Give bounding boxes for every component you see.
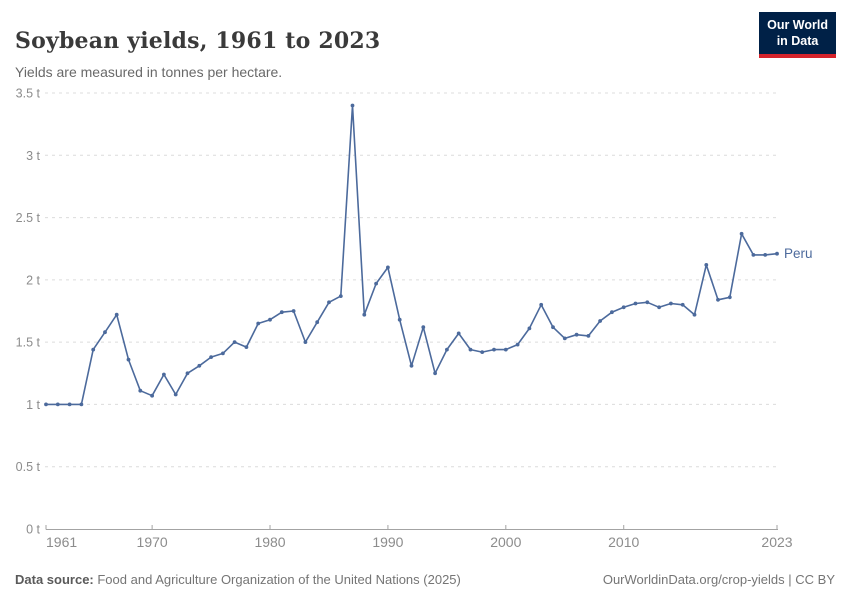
data-point[interactable]	[268, 317, 272, 322]
data-point[interactable]	[586, 334, 591, 338]
data-point[interactable]	[362, 312, 367, 317]
y-tick-label: 1 t	[26, 398, 40, 412]
owid-logo[interactable]: Our World in Data	[759, 12, 836, 58]
x-tick-label: 1980	[254, 534, 285, 550]
data-point[interactable]	[480, 350, 485, 354]
data-point[interactable]	[244, 345, 249, 349]
x-tick-label: 2023	[761, 534, 792, 550]
data-point[interactable]	[669, 301, 673, 306]
data-point[interactable]	[197, 363, 202, 368]
data-point[interactable]	[162, 372, 166, 377]
data-point[interactable]	[126, 357, 131, 362]
data-point[interactable]	[539, 302, 544, 307]
data-point[interactable]	[55, 402, 60, 407]
y-tick-label: 1.5 t	[16, 336, 41, 350]
x-tick-label: 1970	[137, 534, 168, 550]
data-point[interactable]	[327, 300, 331, 305]
data-point[interactable]	[279, 310, 284, 315]
data-point[interactable]	[232, 340, 237, 344]
owid-link-license[interactable]: OurWorldinData.org/crop-yields | CC BY	[602, 572, 835, 587]
x-axis	[45, 525, 778, 530]
data-point[interactable]	[704, 263, 709, 267]
data-point[interactable]	[716, 297, 720, 302]
x-tick-label: 1961	[46, 534, 77, 550]
x-axis-labels: 1961 1970 1980 1990 2000 2010 2023	[46, 534, 793, 550]
y-gridlines	[45, 92, 778, 468]
y-axis-labels: 0 t 0.5 t 1 t 1.5 t 2 t 2.5 t 3 t 3.5 t	[16, 87, 41, 537]
data-point[interactable]	[386, 265, 390, 270]
data-point[interactable]	[397, 317, 402, 322]
data-point[interactable]	[221, 351, 225, 356]
data-point[interactable]	[562, 336, 567, 341]
data-point[interactable]	[574, 332, 579, 337]
y-tick-label: 2 t	[26, 273, 40, 287]
data-point[interactable]	[150, 393, 155, 398]
data-point[interactable]	[445, 347, 449, 352]
owid-logo-line1: Our World	[767, 18, 828, 32]
data-point[interactable]	[657, 305, 661, 310]
data-point[interactable]	[692, 312, 697, 317]
data-point[interactable]	[456, 331, 461, 336]
data-point[interactable]	[44, 402, 48, 407]
y-tick-label: 3 t	[26, 149, 40, 163]
data-point[interactable]	[633, 301, 638, 306]
data-point[interactable]	[610, 310, 614, 315]
y-tick-label: 2.5 t	[16, 211, 41, 225]
x-tick-label: 1990	[372, 534, 403, 550]
data-point[interactable]	[503, 347, 508, 352]
data-point[interactable]	[103, 330, 107, 335]
data-source-label: Data source:	[15, 572, 94, 587]
data-point[interactable]	[680, 302, 685, 307]
data-point[interactable]	[433, 371, 437, 376]
data-point[interactable]	[409, 363, 414, 368]
data-point[interactable]	[173, 392, 178, 397]
data-point[interactable]	[751, 253, 756, 257]
data-point[interactable]	[315, 320, 320, 325]
peru-series-line[interactable]	[45, 104, 778, 406]
data-point[interactable]	[421, 325, 426, 330]
data-point[interactable]	[79, 402, 84, 407]
x-tick-label: 2010	[608, 534, 639, 550]
x-tick-label: 2000	[490, 534, 521, 550]
data-point[interactable]	[598, 319, 602, 323]
data-point[interactable]	[374, 281, 378, 286]
data-point[interactable]	[551, 325, 555, 330]
data-point[interactable]	[114, 312, 119, 317]
data-point[interactable]	[185, 371, 190, 376]
data-point[interactable]	[256, 321, 261, 326]
chart-title: Soybean yields, 1961 to 2023	[15, 27, 381, 54]
owid-logo-line2: in Data	[776, 34, 819, 49]
data-point[interactable]	[763, 253, 768, 257]
data-point[interactable]	[727, 295, 732, 300]
data-point[interactable]	[209, 355, 214, 359]
data-point[interactable]	[303, 340, 308, 344]
peru-series-points[interactable]	[44, 103, 779, 407]
data-point[interactable]	[492, 347, 496, 352]
y-tick-label: 3.5 t	[16, 87, 41, 101]
data-point[interactable]	[350, 103, 355, 108]
y-tick-label: 0.5 t	[16, 460, 41, 474]
entity-label-peru[interactable]: Peru	[784, 246, 813, 261]
data-point[interactable]	[515, 342, 520, 347]
data-point[interactable]	[338, 294, 343, 298]
data-source-text: Data source: Food and Agriculture Organi…	[15, 572, 461, 587]
chart-subtitle: Yields are measured in tonnes per hectar…	[15, 64, 283, 80]
data-point[interactable]	[138, 388, 143, 393]
data-point[interactable]	[645, 300, 650, 305]
data-point[interactable]	[739, 231, 744, 236]
data-point[interactable]	[621, 305, 626, 310]
data-point[interactable]	[291, 309, 296, 313]
y-tick-label: 0 t	[26, 523, 40, 537]
data-point[interactable]	[67, 402, 72, 407]
data-point[interactable]	[527, 326, 532, 331]
data-point[interactable]	[468, 347, 473, 352]
chart-footer: Data source: Food and Agriculture Organi…	[15, 572, 835, 587]
data-point[interactable]	[775, 251, 779, 256]
data-point[interactable]	[91, 347, 96, 352]
